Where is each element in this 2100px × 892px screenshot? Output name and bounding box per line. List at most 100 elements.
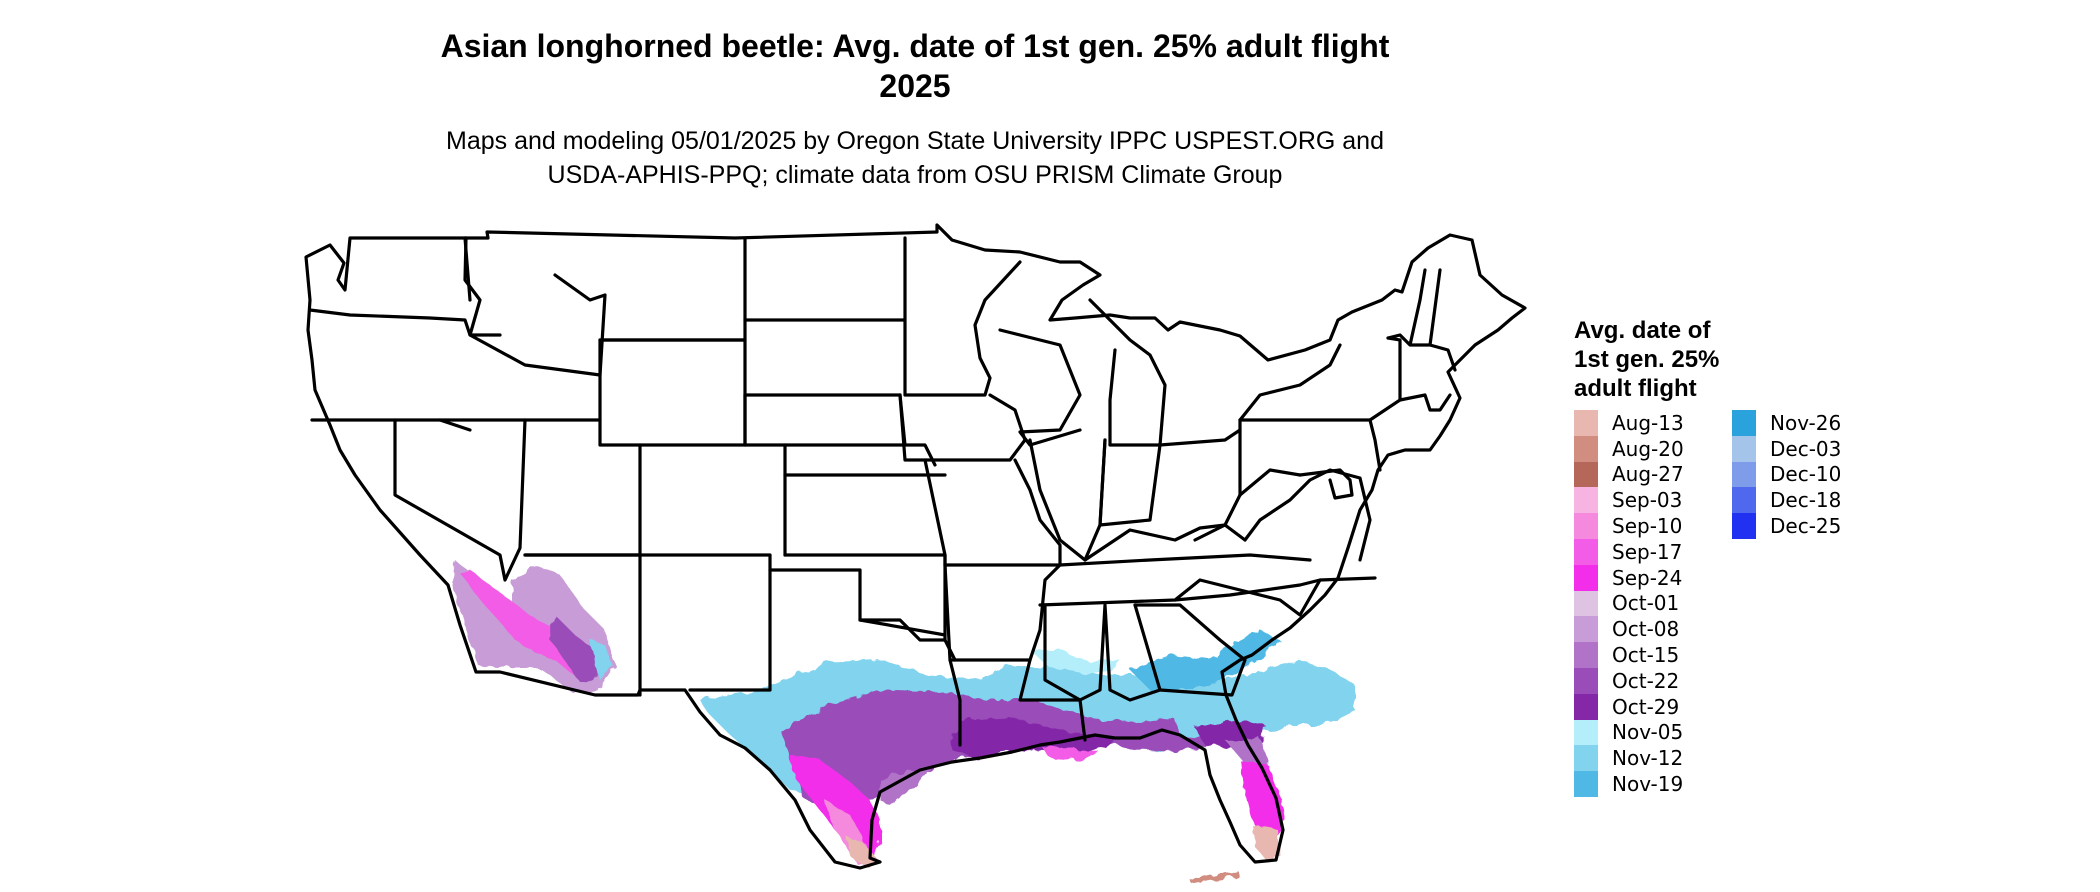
legend-swatch [1732, 435, 1756, 462]
legend-swatch [1732, 461, 1756, 488]
legend-item: Nov-12 [1574, 745, 1684, 772]
map-subtitle: Maps and modeling 05/01/2025 by Oregon S… [0, 124, 1830, 192]
legend-item: Oct-08 [1574, 616, 1684, 643]
zone-florida-tip [1252, 825, 1280, 862]
legend-item: Dec-03 [1732, 435, 1842, 462]
legend-label: Oct-01 [1612, 591, 1680, 616]
map-title: Asian longhorned beetle: Avg. date of 1s… [0, 26, 1830, 106]
zone-southeast-light [1030, 650, 1120, 672]
legend-swatch [1574, 667, 1598, 694]
legend-label: Sep-03 [1612, 488, 1683, 513]
legend-swatch [1574, 642, 1598, 668]
legend-item: Sep-03 [1574, 487, 1684, 514]
zone-southeast-blue [1130, 630, 1280, 690]
legend-label: Aug-20 [1612, 436, 1684, 461]
state-line-new-england [1386, 268, 1457, 412]
legend-label: Nov-12 [1612, 746, 1684, 771]
legend-label: Sep-24 [1612, 565, 1683, 590]
legend-swatch [1574, 410, 1598, 436]
legend-label: Dec-03 [1770, 436, 1842, 461]
state-line-nv [393, 418, 527, 582]
state-line-co [638, 443, 787, 557]
map-title-line1: Asian longhorned beetle: Avg. date of 1s… [440, 28, 1390, 64]
legend-item: Oct-15 [1574, 642, 1684, 668]
legend-swatch [1732, 487, 1756, 514]
legend-item: Sep-24 [1574, 564, 1684, 591]
state-line-nm [638, 553, 772, 692]
legend-item: Aug-20 [1574, 435, 1684, 462]
legend-swatch [1574, 487, 1598, 514]
state-line-va [1243, 468, 1372, 562]
legend-item: Aug-13 [1574, 410, 1684, 436]
legend-swatch [1574, 435, 1598, 462]
state-line-id [463, 236, 607, 377]
legend-label: Dec-18 [1770, 488, 1842, 513]
legend-item: Oct-22 [1574, 667, 1684, 694]
legend-label: Oct-29 [1612, 694, 1680, 719]
legend-swatch [1574, 771, 1598, 797]
legend-label: Dec-10 [1770, 462, 1842, 487]
legend-label: Oct-08 [1612, 617, 1680, 642]
state-line-tx-la [943, 638, 957, 662]
state-line-ok-tx [858, 553, 947, 642]
legend-item: Nov-26 [1732, 410, 1841, 436]
state-boundaries [304, 223, 1527, 870]
legend-label: Dec-25 [1770, 514, 1842, 539]
zone-florida-pink [1240, 760, 1284, 845]
state-line-il-in [1028, 438, 1107, 562]
zone-southwest-purple [550, 615, 605, 682]
state-line-ky-tn [1058, 523, 1312, 567]
state-line-ms-al [1043, 603, 1162, 702]
legend-item: Aug-27 [1574, 461, 1684, 488]
legend-item: Dec-18 [1732, 487, 1842, 514]
state-line-mo [923, 458, 1062, 567]
zone-texas-tip [845, 835, 878, 868]
legend-swatch [1574, 693, 1598, 720]
legend-swatch [1574, 461, 1598, 488]
us-outline [304, 223, 1527, 870]
legend-label: Aug-13 [1612, 410, 1684, 435]
state-line-nd-sd [743, 318, 907, 397]
state-line-mn [903, 236, 1022, 397]
legend-swatch [1574, 745, 1598, 772]
state-line-ia [898, 393, 1027, 462]
legend-title: Avg. date of 1st gen. 25% adult flight [1574, 317, 1720, 402]
state-line-wy [598, 338, 747, 447]
legend-label: Nov-26 [1770, 410, 1842, 435]
state-line-sd-ne [743, 393, 907, 447]
legend-label: Oct-15 [1612, 643, 1680, 668]
legend-label: Nov-05 [1612, 720, 1684, 745]
legend-label: Aug-27 [1612, 462, 1684, 487]
state-line-ar [943, 563, 1062, 662]
state-line-ne-ks [783, 443, 947, 477]
state-line-ks-ok [768, 553, 947, 637]
zone-texas-coast [880, 768, 930, 805]
legend-item: Sep-10 [1574, 513, 1684, 539]
state-line-wa-or [308, 308, 502, 337]
legend-label: Oct-22 [1612, 668, 1680, 693]
legend-item: Sep-17 [1574, 538, 1684, 565]
zone-gulf-darkpurple [950, 718, 1120, 758]
legend-swatch [1574, 564, 1598, 591]
legend-item: Oct-29 [1574, 693, 1684, 720]
state-line-wv-pa [1238, 418, 1382, 497]
legend-swatch [1574, 719, 1598, 746]
state-line-la [948, 658, 1087, 747]
legend-column-2: Nov-26 Dec-03 Dec-10 Dec-18 Dec-25 [1732, 410, 1841, 539]
legend-column-1: Aug-13 Aug-20 Aug-27 Sep-03 Sep-10 Sep-17 Sep-… [1574, 410, 1684, 797]
legend-swatch [1574, 616, 1598, 643]
legend-swatch [1574, 513, 1598, 539]
state-line-ga [1133, 603, 1247, 697]
state-line-mi [1088, 298, 1167, 447]
state-line-ut [523, 418, 642, 557]
zone-louisiana-pink [1040, 745, 1100, 760]
state-line-carolinas [1173, 576, 1377, 617]
prediction-zones [452, 560, 1355, 884]
legend-label: Sep-17 [1612, 539, 1683, 564]
legend-item: Nov-05 [1574, 719, 1684, 746]
legend-swatch [1732, 410, 1756, 436]
legend-item: Nov-19 [1574, 771, 1684, 797]
map-title-line2: 2025 [879, 68, 951, 104]
legend-swatch [1574, 590, 1598, 617]
